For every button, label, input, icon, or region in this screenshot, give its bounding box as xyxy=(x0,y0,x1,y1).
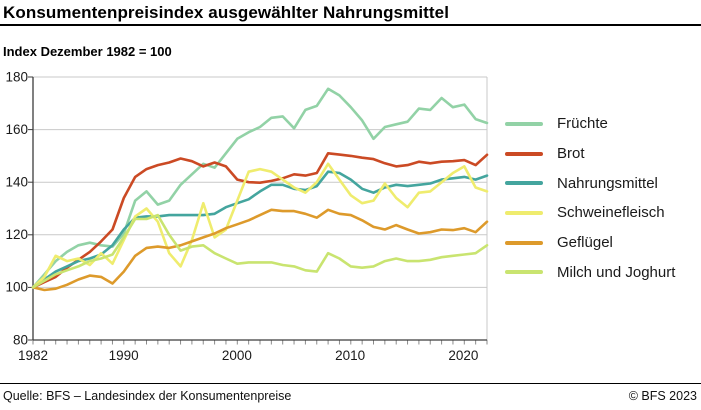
y-tick-label: 80 xyxy=(13,333,28,348)
x-tick-label: 1982 xyxy=(18,348,48,363)
y-tick-label: 100 xyxy=(5,280,28,295)
legend-item-nahrungsmittel: Nahrungsmittel xyxy=(505,168,695,198)
legend-swatch-brot xyxy=(505,151,543,156)
series-line-schweinefleisch xyxy=(31,162,489,289)
y-axis-labels: 180 160 140 120 100 80 xyxy=(5,70,28,348)
series-line-milch-und-joghurt xyxy=(31,213,489,289)
legend-label: Brot xyxy=(557,145,585,163)
chart-legend: Früchte Brot Nahrungsmittel Schweineflei… xyxy=(505,109,695,287)
series-line-nahrungsmittel xyxy=(31,170,489,289)
legend-item-fruechte: Früchte xyxy=(505,109,695,139)
legend-swatch-fruechte xyxy=(505,121,543,126)
legend-label: Milch und Joghurt xyxy=(557,263,676,281)
legend-swatch-gefluegel xyxy=(505,240,543,245)
legend-item-schweinefleisch: Schweinefleisch xyxy=(505,198,695,228)
y-tick-label: 180 xyxy=(5,70,28,85)
legend-swatch-milch-und-joghurt xyxy=(505,270,543,275)
y-tick-label: 160 xyxy=(5,122,28,137)
series-line-fr-chte xyxy=(31,87,489,289)
chart-subtitle: Index Dezember 1982 = 100 xyxy=(3,44,172,59)
legend-item-milch-und-joghurt: Milch und Joghurt xyxy=(505,257,695,287)
footer-copyright: © BFS 2023 xyxy=(628,389,697,403)
y-tick-label: 140 xyxy=(5,175,28,190)
legend-label: Geflügel xyxy=(557,234,613,252)
legend-label: Nahrungsmittel xyxy=(557,174,658,192)
footer-source: Quelle: BFS – Landesindex der Konsumente… xyxy=(3,389,292,403)
legend-swatch-schweinefleisch xyxy=(505,210,543,215)
legend-label: Schweinefleisch xyxy=(557,204,665,222)
legend-item-brot: Brot xyxy=(505,139,695,169)
price-index-line-chart: 180 160 140 120 100 80 1982 1990 2000 20… xyxy=(5,70,489,363)
x-axis-labels: 1982 1990 2000 2010 2020 xyxy=(18,348,478,363)
footer-rule xyxy=(0,383,701,384)
x-tick-label: 2000 xyxy=(222,348,252,363)
x-tick-label: 2020 xyxy=(448,348,478,363)
x-tick-label: 2010 xyxy=(335,348,365,363)
page-title: Konsumentenpreisindex ausgewählter Nahru… xyxy=(3,3,450,22)
legend-swatch-nahrungsmittel xyxy=(505,181,543,186)
x-tick-label: 1990 xyxy=(109,348,139,363)
series-line-brot xyxy=(31,152,489,289)
series-layer xyxy=(31,87,489,292)
title-rule xyxy=(0,24,701,26)
grid-layer xyxy=(28,76,488,345)
legend-label: Früchte xyxy=(557,115,608,133)
y-tick-label: 120 xyxy=(5,227,28,242)
legend-item-gefluegel: Geflügel xyxy=(505,228,695,258)
series-line-gefl-gel xyxy=(31,208,489,292)
